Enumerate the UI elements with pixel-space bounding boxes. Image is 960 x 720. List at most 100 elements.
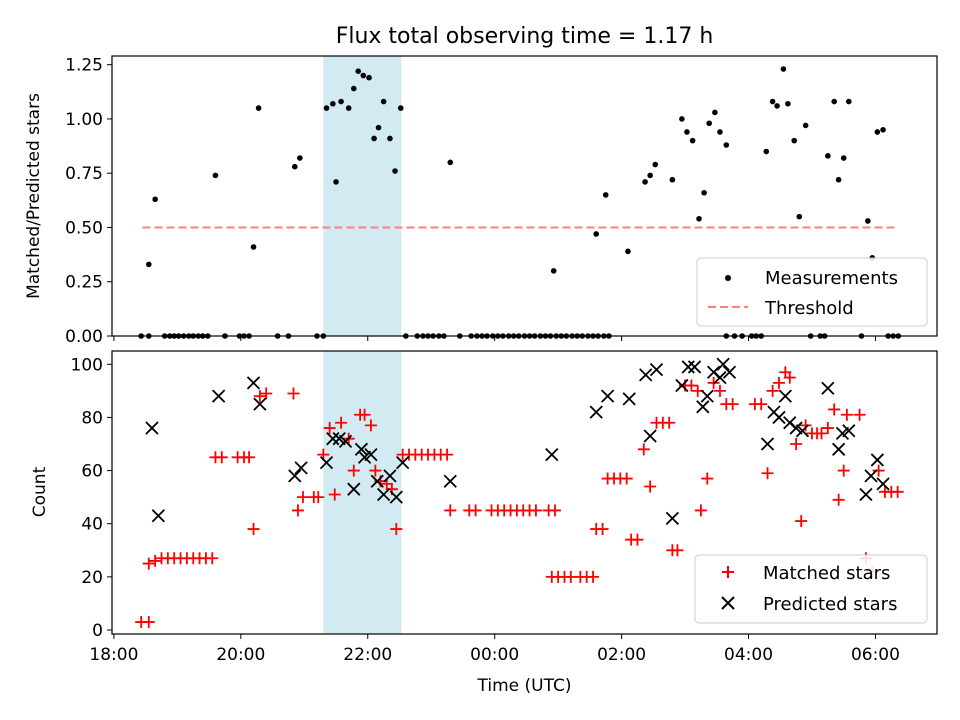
measurement-point <box>796 213 803 220</box>
bottom-x-axis: 18:00 20:00 22:00 00:00 02:00 04:00 06:00 <box>89 634 900 665</box>
predicted-star-point <box>383 469 397 483</box>
measurement-point <box>397 105 404 111</box>
predicted-star-point <box>675 378 689 393</box>
matched-star-point <box>766 384 779 397</box>
predicted-star-point <box>151 509 165 523</box>
predicted-star-point <box>859 487 873 502</box>
predicted-star-point <box>778 389 792 403</box>
matched-star-point <box>548 504 561 517</box>
y-tick-label: 1.00 <box>65 110 103 130</box>
measurement-point <box>701 189 707 196</box>
predicted-star-point <box>370 474 384 488</box>
predicted-star-point <box>713 370 727 385</box>
matched-star-point <box>297 491 310 504</box>
measurement-point <box>763 148 770 155</box>
legend-measurements-marker <box>725 275 731 281</box>
legend-matched-label: Matched stars <box>763 563 890 584</box>
y-tick-label: 40 <box>81 515 103 535</box>
predicted-star-point <box>364 447 378 462</box>
legend-threshold-label: Threshold <box>764 298 854 319</box>
predicted-star-point <box>443 474 457 488</box>
measurement-point <box>831 98 837 105</box>
measurement-point <box>769 98 776 105</box>
highlight-span <box>323 56 402 336</box>
predicted-star-point <box>347 482 361 496</box>
measurement-point <box>880 126 886 133</box>
top-y-axis: 0.00 0.25 0.50 0.75 1.00 1.25 <box>65 56 112 347</box>
predicted-star-point <box>589 405 603 419</box>
predicted-star-point <box>842 424 856 438</box>
bottom-panel: 0 20 40 60 80 100 18:00 20:00 22:00 00:00 02:00 04… <box>30 350 938 696</box>
chart-title: Flux total observing time = 1.17 h <box>336 24 714 49</box>
matched-star-point <box>815 427 828 440</box>
matched-star-point <box>441 448 454 461</box>
matched-star-point <box>587 570 600 583</box>
matched-star-point <box>783 371 796 384</box>
x-tick-label: 02:00 <box>597 645 646 665</box>
matched-star-point <box>444 504 457 517</box>
measurement-point <box>642 179 648 185</box>
matched-star-point <box>312 491 325 504</box>
measurement-point <box>874 129 881 135</box>
predicted-star-point <box>821 381 835 395</box>
matched-star-point <box>840 408 853 421</box>
y-tick-label: 0.00 <box>65 327 103 347</box>
stars-layer <box>135 357 904 629</box>
top-legend: Measurements Threshold <box>696 257 928 327</box>
predicted-star-point <box>643 429 657 443</box>
matched-star-point <box>821 422 834 435</box>
measurement-point <box>791 137 798 144</box>
predicted-star-point <box>389 490 403 504</box>
matched-star-point <box>663 416 676 429</box>
matched-star-point <box>142 557 155 570</box>
y-tick-label: 100 <box>71 355 103 375</box>
matched-star-point <box>260 387 273 400</box>
measurement-point <box>835 176 842 183</box>
legend-predicted-marker <box>721 596 735 610</box>
predicted-star-point <box>246 376 261 390</box>
measurement-point <box>447 159 454 166</box>
predicted-star-point <box>864 469 878 483</box>
top-panel: Flux total observing time = 1.17 h 0.00 0… <box>24 24 938 347</box>
bottom-legend: Matched stars Predicted stars <box>694 554 928 624</box>
legend-measurements-label: Measurements <box>765 268 898 289</box>
measurement-point <box>297 155 303 161</box>
measurement-point <box>250 244 257 250</box>
matched-star-point <box>328 488 341 501</box>
predicted-star-point <box>760 437 775 451</box>
bottom-y-axis-label: Count <box>30 466 50 517</box>
highlight-span <box>323 351 402 634</box>
matched-star-point <box>671 544 684 557</box>
y-tick-label: 60 <box>81 462 103 482</box>
measurement-point <box>387 135 393 142</box>
measurement-point <box>679 116 685 122</box>
y-tick-label: 0.25 <box>65 273 103 293</box>
x-tick-label: 00:00 <box>470 645 519 665</box>
predicted-star-point <box>687 360 702 374</box>
measurement-point <box>717 129 723 135</box>
measurement-point <box>291 163 298 170</box>
predicted-star-point <box>772 410 786 425</box>
predicted-star-point <box>354 442 369 456</box>
measurement-point <box>212 172 219 179</box>
measurement-point <box>780 66 787 72</box>
measurement-point <box>840 155 847 161</box>
top-axes-frame <box>111 55 938 337</box>
measurement-point <box>355 68 362 74</box>
measurement-point <box>333 179 339 185</box>
y-tick-label: 0.50 <box>65 218 103 238</box>
legend-predicted-label: Predicted stars <box>763 594 897 615</box>
predicted-star-point <box>338 434 353 448</box>
predicted-star-point <box>326 432 340 446</box>
predicted-star-point <box>831 442 846 456</box>
predicted-star-point <box>700 389 714 403</box>
measurement-point <box>684 129 690 135</box>
matched-star-point <box>872 464 885 477</box>
matched-star-point <box>247 523 260 536</box>
measurement-point <box>647 172 653 179</box>
predicted-star-point <box>600 389 615 403</box>
matched-star-point <box>142 616 155 629</box>
matched-star-point <box>206 552 219 565</box>
measurement-point <box>602 192 609 198</box>
